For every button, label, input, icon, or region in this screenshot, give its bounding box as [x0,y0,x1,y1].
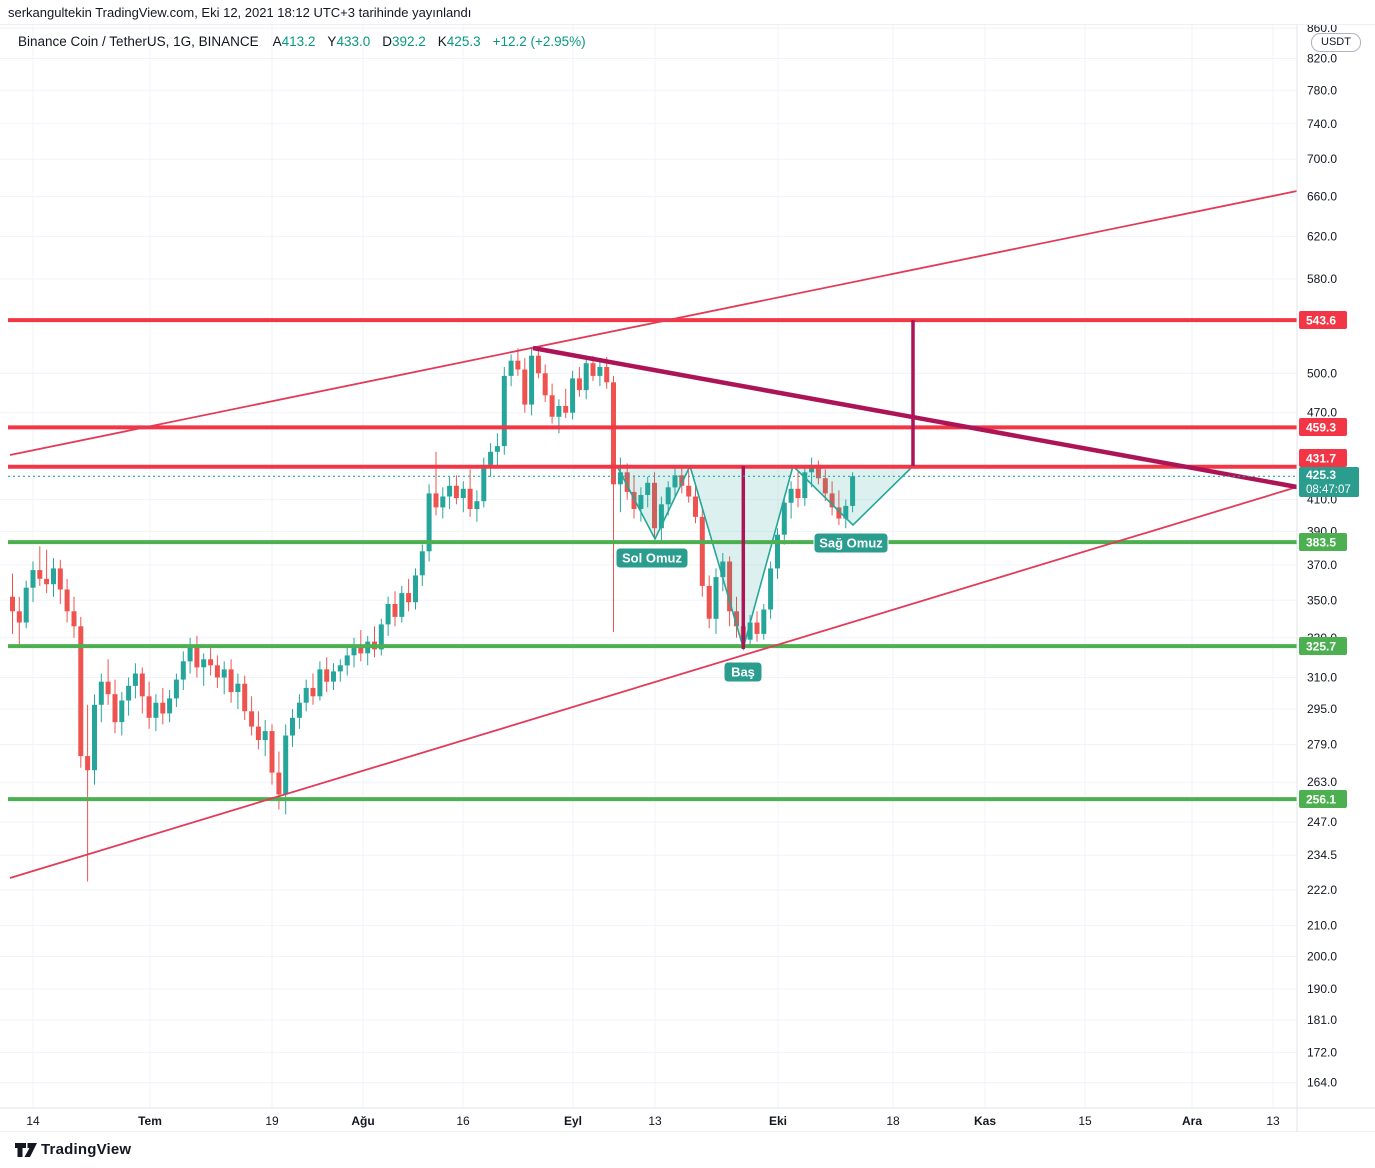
price-chip-383.5: 383.5 [1299,533,1347,551]
publisher-text: serkangultekin TradingView.com, Eki 12, … [8,5,472,20]
svg-text:425.3: 425.3 [1306,468,1336,482]
pattern-badge-left-shoulder[interactable]: Sol Omuz [615,547,689,569]
trendline-lower-rising[interactable] [9,486,1298,879]
svg-text:620.0: 620.0 [1307,229,1337,243]
time-axis-panel[interactable] [0,1108,1375,1132]
svg-text:325.7: 325.7 [1306,640,1336,654]
svg-text:164.0: 164.0 [1307,1076,1337,1090]
price-chip-543.6: 543.6 [1299,311,1347,329]
svg-text:459.3: 459.3 [1306,421,1336,435]
trendline-descending-thick[interactable] [532,345,1298,490]
candles [10,347,856,882]
legend-ohlc-item: D392.2 [382,34,426,49]
legend-change: +12.2 (+2.95%) [492,34,586,49]
svg-text:210.0: 210.0 [1307,918,1337,932]
svg-text:Sol Omuz: Sol Omuz [622,551,682,566]
price-chip-325.7: 325.7 [1299,637,1347,655]
svg-text:500.0: 500.0 [1307,366,1337,380]
candlestick-chart[interactable]: 860.0820.0780.0740.0700.0660.0620.0580.0… [0,0,1375,1133]
price-axis-panel[interactable] [1297,0,1375,1132]
svg-text:470.0: 470.0 [1307,406,1337,420]
svg-text:13: 13 [1266,1114,1280,1128]
svg-text:350.0: 350.0 [1307,593,1337,607]
svg-text:247.0: 247.0 [1307,815,1337,829]
tradingview-logo-icon [15,1143,37,1157]
svg-text:740.0: 740.0 [1307,117,1337,131]
grid [0,25,1297,1108]
svg-text:700.0: 700.0 [1307,152,1337,166]
svg-text:Ara: Ara [1182,1114,1202,1128]
symbol-legend: Binance Coin / TetherUS, 1G, BINANCE A41… [18,34,586,49]
trendline-upper-rising[interactable] [9,190,1298,456]
price-axis-labels: 860.0820.0780.0740.0700.0660.0620.0580.0… [1307,21,1337,1090]
last-price-chip: 425.3 08:47:07 [1299,467,1359,497]
legend-ohlc-item: Y433.0 [327,34,371,49]
svg-text:660.0: 660.0 [1307,190,1337,204]
svg-text:543.6: 543.6 [1306,314,1336,328]
svg-text:15: 15 [1078,1114,1092,1128]
svg-text:181.0: 181.0 [1307,1013,1337,1027]
svg-text:279.0: 279.0 [1307,738,1337,752]
svg-text:222.0: 222.0 [1307,883,1337,897]
svg-text:431.7: 431.7 [1306,452,1336,466]
svg-text:310.0: 310.0 [1307,671,1337,685]
svg-text:19: 19 [265,1114,279,1128]
svg-text:263.0: 263.0 [1307,775,1337,789]
pattern-badge-right-shoulder[interactable]: Sağ Omuz [813,532,889,554]
svg-text:Eki: Eki [769,1114,787,1128]
legend-ohlc-values: A413.2 Y433.0 D392.2 K425.3 [273,34,493,49]
symbol-title: Binance Coin / TetherUS, 1G, BINANCE [18,34,259,49]
svg-text:16: 16 [456,1114,470,1128]
svg-text:370.0: 370.0 [1307,558,1337,572]
svg-text:172.0: 172.0 [1307,1045,1337,1059]
pattern-badge-head[interactable]: Baş [723,661,763,683]
publisher-bar: serkangultekin TradingView.com, Eki 12, … [0,0,1375,25]
svg-text:18: 18 [886,1114,900,1128]
tradingview-brand-link[interactable]: TradingView [41,1141,132,1158]
svg-text:190.0: 190.0 [1307,982,1337,996]
chart-area[interactable]: 860.0 820.0 780.0 740.0 700.0 660.0 620.0 580.0… [0,0,1375,1133]
svg-text:Sağ Omuz: Sağ Omuz [819,536,883,551]
svg-text:Ağu: Ağu [351,1114,374,1128]
price-chip-459.3: 459.3 [1299,418,1347,436]
svg-text:780.0: 780.0 [1307,83,1337,97]
currency-toggle-badge: USDT [1311,33,1361,52]
svg-text:Baş: Baş [731,665,755,680]
svg-text:383.5: 383.5 [1306,536,1336,550]
svg-text:234.5: 234.5 [1307,848,1337,862]
svg-text:14: 14 [26,1114,40,1128]
svg-text:580.0: 580.0 [1307,272,1337,286]
legend-ohlc-item: A413.2 [272,34,316,49]
svg-text:200.0: 200.0 [1307,950,1337,964]
svg-text:Kas: Kas [974,1114,996,1128]
legend-ohlc-item: K425.3 [437,34,481,49]
svg-text:Eyl: Eyl [564,1114,582,1128]
price-chip-431.7: 431.7 [1299,449,1347,467]
svg-text:820.0: 820.0 [1307,52,1337,66]
svg-text:Tem: Tem [138,1114,162,1128]
svg-text:13: 13 [648,1114,662,1128]
footer: TradingView [0,1132,1375,1168]
price-chip-256.1: 256.1 [1299,790,1347,808]
svg-text:295.0: 295.0 [1307,702,1337,716]
time-axis-labels: 14 Tem 19 Ağu 16 Eyl 13 Eki 18 Kas 15 Ara 13 [26,1114,1280,1128]
svg-text:256.1: 256.1 [1306,793,1336,807]
svg-text:08:47:07: 08:47:07 [1306,484,1351,496]
